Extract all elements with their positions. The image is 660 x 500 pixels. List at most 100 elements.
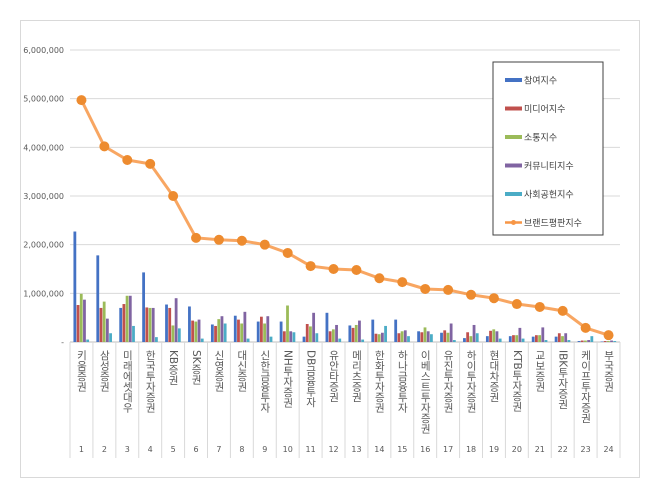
bar-4-5 xyxy=(200,338,204,342)
line-point-16 xyxy=(443,284,454,295)
line-point-12 xyxy=(351,264,362,275)
line-point-9 xyxy=(282,247,293,258)
legend-swatch-4 xyxy=(505,192,522,196)
category-label: 이베스트투자증권 xyxy=(419,350,431,434)
bar-0-7 xyxy=(233,315,237,342)
rank-label: 21 xyxy=(535,445,545,454)
bar-2-14 xyxy=(400,331,404,342)
line-point-20 xyxy=(534,301,545,312)
category-label: 한화투자증권 xyxy=(373,350,385,413)
bar-3-20 xyxy=(541,327,545,342)
bar-3-3 xyxy=(151,307,155,342)
category-label: 대신증권 xyxy=(236,350,248,392)
y-tick-label: 6,000,000 xyxy=(23,46,64,55)
bar-1-8 xyxy=(259,316,263,342)
bar-1-22 xyxy=(580,340,584,342)
category-label: KTB투자증권 xyxy=(511,350,523,412)
bar-3-5 xyxy=(197,319,201,342)
line-point-0 xyxy=(76,95,87,106)
bar-2-7 xyxy=(240,323,244,342)
bar-4-18 xyxy=(498,338,502,342)
bar-0-17 xyxy=(463,338,466,342)
bar-3-6 xyxy=(220,316,224,342)
bar-4-7 xyxy=(246,338,250,342)
bar-2-4 xyxy=(171,325,175,342)
bar-2-1 xyxy=(102,301,106,342)
legend-label: 커뮤니티지수 xyxy=(524,161,574,172)
bar-2-22 xyxy=(584,340,587,342)
bar-4-1 xyxy=(109,333,112,342)
line-point-23 xyxy=(603,330,614,341)
bar-4-13 xyxy=(384,325,387,342)
bar-2-16 xyxy=(446,332,450,342)
bar-4-4 xyxy=(177,328,181,342)
bar-2-8 xyxy=(263,323,266,342)
category-label: 신한금융투자 xyxy=(259,350,271,414)
bar-3-8 xyxy=(266,316,270,342)
bar-0-13 xyxy=(371,319,375,342)
bar-0-0 xyxy=(73,231,77,342)
bar-1-20 xyxy=(534,335,538,342)
y-tick-label: - xyxy=(61,338,64,347)
line-point-14 xyxy=(397,277,408,288)
bar-3-10 xyxy=(312,312,316,342)
bar-4-20 xyxy=(544,340,548,342)
bar-2-6 xyxy=(217,319,221,342)
line-point-2 xyxy=(122,154,133,165)
bar-3-21 xyxy=(564,333,568,342)
bar-2-13 xyxy=(377,334,381,342)
line-point-1 xyxy=(99,141,110,152)
line-point-4 xyxy=(168,191,179,201)
line-point-13 xyxy=(374,273,385,284)
category-label: 하이투자증권 xyxy=(465,349,477,413)
line-point-11 xyxy=(328,264,339,274)
bar-4-16 xyxy=(452,340,456,342)
rank-label: 18 xyxy=(466,445,476,454)
category-label: 교보증권 xyxy=(534,350,546,392)
bar-3-1 xyxy=(105,318,109,342)
rank-label: 12 xyxy=(328,445,338,454)
line-point-6 xyxy=(213,234,224,245)
bar-2-18 xyxy=(492,329,496,342)
rank-label: 17 xyxy=(443,445,453,454)
bar-4-23 xyxy=(613,341,617,342)
legend-label: 미디어지수 xyxy=(524,104,565,115)
bar-0-12 xyxy=(348,325,352,342)
bar-1-1 xyxy=(99,307,103,342)
bar-2-12 xyxy=(354,324,358,342)
rank-label: 8 xyxy=(239,445,244,454)
rank-label: 20 xyxy=(512,445,522,454)
bar-1-11 xyxy=(328,331,332,342)
bar-2-21 xyxy=(561,336,564,342)
bar-3-4 xyxy=(174,298,178,342)
y-tick-label: 4,000,000 xyxy=(23,143,64,152)
bar-3-11 xyxy=(335,324,338,342)
bar-1-21 xyxy=(557,333,561,342)
bar-4-3 xyxy=(155,337,158,342)
bar-0-14 xyxy=(394,319,398,342)
bar-1-12 xyxy=(351,327,355,342)
y-tick-label: 1,000,000 xyxy=(23,289,64,298)
bar-1-2 xyxy=(122,304,126,342)
bar-1-19 xyxy=(512,335,515,342)
y-tick-label: 2,000,000 xyxy=(23,241,64,250)
rank-label: 22 xyxy=(558,445,568,454)
bar-3-23 xyxy=(610,340,613,342)
rank-label: 6 xyxy=(193,445,198,454)
bar-4-8 xyxy=(269,336,273,342)
bar-4-12 xyxy=(361,339,365,342)
bar-2-2 xyxy=(125,295,129,342)
bar-2-9 xyxy=(286,305,289,342)
bar-4-14 xyxy=(407,336,410,342)
category-label: 현대차증권 xyxy=(488,350,500,403)
bar-4-19 xyxy=(521,338,525,342)
rank-label: 10 xyxy=(283,445,293,454)
bar-0-9 xyxy=(279,321,283,342)
category-label: NH투자증권 xyxy=(282,350,294,408)
line-point-17 xyxy=(466,289,477,300)
rank-label: 2 xyxy=(102,445,107,454)
legend-label: 사회공헌지수 xyxy=(524,190,574,201)
bar-2-19 xyxy=(515,335,519,342)
bar-0-10 xyxy=(302,336,306,342)
